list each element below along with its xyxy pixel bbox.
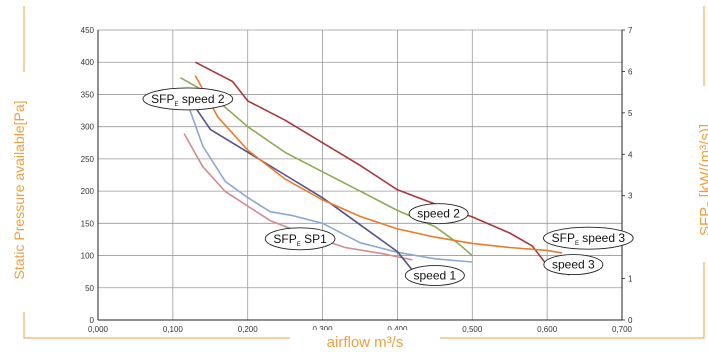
y-tick-label: 250 — [81, 155, 95, 164]
annotation-bubble — [408, 203, 469, 225]
x-tick-label: 0,300 — [313, 325, 334, 334]
svg-text:SFPE [kW/(m³/s)]: SFPE [kW/(m³/s)] — [697, 124, 708, 236]
annotation-text: SFPE speed 3 — [552, 231, 626, 247]
y2-label-main: SFP — [697, 207, 708, 236]
axes — [97, 30, 623, 321]
y-tick-label: 300 — [81, 123, 95, 132]
annotation-bubble — [404, 265, 465, 286]
y2-tick-label: 0 — [628, 316, 633, 325]
x-tick-label: 0,200 — [238, 325, 259, 334]
annotation-bubble — [264, 227, 336, 251]
y-tick-label: 350 — [81, 90, 95, 99]
annotation-speed1: speed 1 — [404, 265, 465, 286]
y2-tick-label: 7 — [628, 26, 633, 35]
y-axis-label: Static Pressure available[Pa] — [11, 101, 27, 280]
annotation-text: SFPE speed 2 — [151, 92, 225, 108]
y-tick-label: 450 — [81, 26, 95, 35]
y2-tick-label: 6 — [628, 67, 633, 76]
y2-tick-label: 3 — [628, 192, 633, 201]
y2-tick-label: 4 — [628, 150, 633, 159]
y-tick-label: 150 — [81, 219, 95, 228]
x-tick-label: 0,600 — [537, 325, 558, 334]
annotation-bubble — [142, 87, 234, 111]
x-tick-label: 0,700 — [612, 325, 633, 334]
annotation-bubble — [543, 226, 634, 250]
y-tick-label: 50 — [85, 284, 94, 293]
y2-tick-label: 1 — [628, 275, 633, 284]
series-line-speed-1 — [187, 103, 473, 263]
y2-axis-label: SFPE [kW/(m³/s)] — [697, 124, 708, 236]
x-axis-ticks: 0,000 0,100 0,200 0,300 0,400 0,500 0,600 0,700 — [88, 325, 633, 334]
annotation-speed2: speed 2 — [408, 203, 469, 225]
annotation-text: speed 2 — [417, 207, 460, 221]
annotation-bubble — [543, 254, 604, 276]
series-lines — [179, 61, 570, 279]
x-tick-label: 0,400 — [387, 325, 408, 334]
x-tick-label: 0,500 — [462, 325, 483, 334]
annotation-speed3: speed 3 — [543, 254, 604, 276]
annotation-sfpsp1: SFPE SP1 — [264, 227, 336, 251]
annotation-text: speed 1 — [414, 269, 457, 283]
x-tick-label: 0,100 — [163, 325, 184, 334]
y2-label-units: [kW/(m³/s)] — [697, 124, 708, 197]
annotation-text: SFPE SP1 — [273, 232, 327, 248]
series-line-speed-3 — [194, 61, 570, 276]
series-line-sfp-e-speed-2 — [187, 95, 417, 279]
series-line-sfp-e-speed-3 — [194, 75, 563, 254]
x-axis-label: airflow m³/s — [327, 334, 404, 351]
y-tick-label: 0 — [90, 316, 95, 325]
y2-tick-label: 5 — [628, 109, 633, 118]
series-line-speed-2 — [179, 77, 473, 257]
series-line-sfp-e-sp1 — [183, 133, 413, 261]
y2-label-sub: E — [706, 201, 708, 206]
y-tick-label: 400 — [81, 58, 95, 67]
y2-axis-ticks: 01234567 — [622, 26, 633, 325]
y-axis-ticks: 0 50 100 150 200 250 300 350 400 450 — [81, 26, 95, 325]
annotations: SFPE speed 2 speed 2 SFPE SP1 SFPE speed 3 s… — [142, 87, 634, 286]
chart-frame — [23, 6, 705, 339]
y-tick-label: 100 — [81, 252, 95, 261]
annotation-sfp2: SFPE speed 2 — [142, 87, 234, 111]
y-tick-label: 200 — [81, 187, 95, 196]
grid — [98, 29, 622, 320]
annotation-text: speed 3 — [552, 258, 595, 272]
annotation-sfp3: SFPE speed 3 — [543, 226, 634, 250]
x-tick-label: 0,000 — [88, 325, 109, 334]
